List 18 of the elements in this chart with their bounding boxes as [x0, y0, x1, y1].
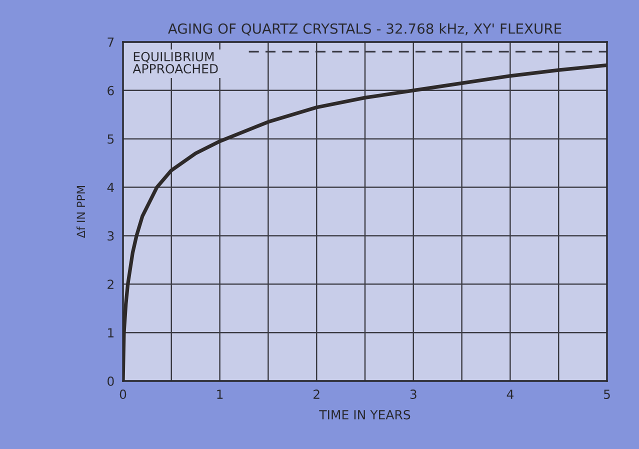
y-tick-label: 7 [108, 38, 114, 47]
y-tick-label: 3 [108, 231, 114, 241]
x-axis-title: TIME IN YEARS [319, 410, 410, 420]
y-tick-label: 0 [108, 376, 114, 386]
x-tick-label: 2 [314, 390, 320, 399]
x-tick-label: 0 [120, 390, 126, 400]
x-tick-label: 5 [604, 390, 610, 400]
x-tick-label: 3 [410, 390, 416, 400]
y-tick-label: 1 [108, 328, 114, 338]
x-tick-label: 4 [506, 390, 514, 399]
ref-line-label: EQUILIBRIUM APPROACHED [132, 52, 218, 74]
y-tick-label: 5 [108, 134, 114, 144]
y-tick-label: 2 [108, 280, 114, 289]
y-axis-title: Δf IN PPM [76, 186, 85, 238]
y-tick-label: 6 [108, 86, 114, 96]
y-tick-label: 4 [107, 182, 114, 192]
chart-title: AGING OF QUARTZ CRYSTALS - 32.768 kHz, XY' FLEXURE [168, 23, 562, 36]
x-tick-label: 1 [217, 390, 223, 399]
